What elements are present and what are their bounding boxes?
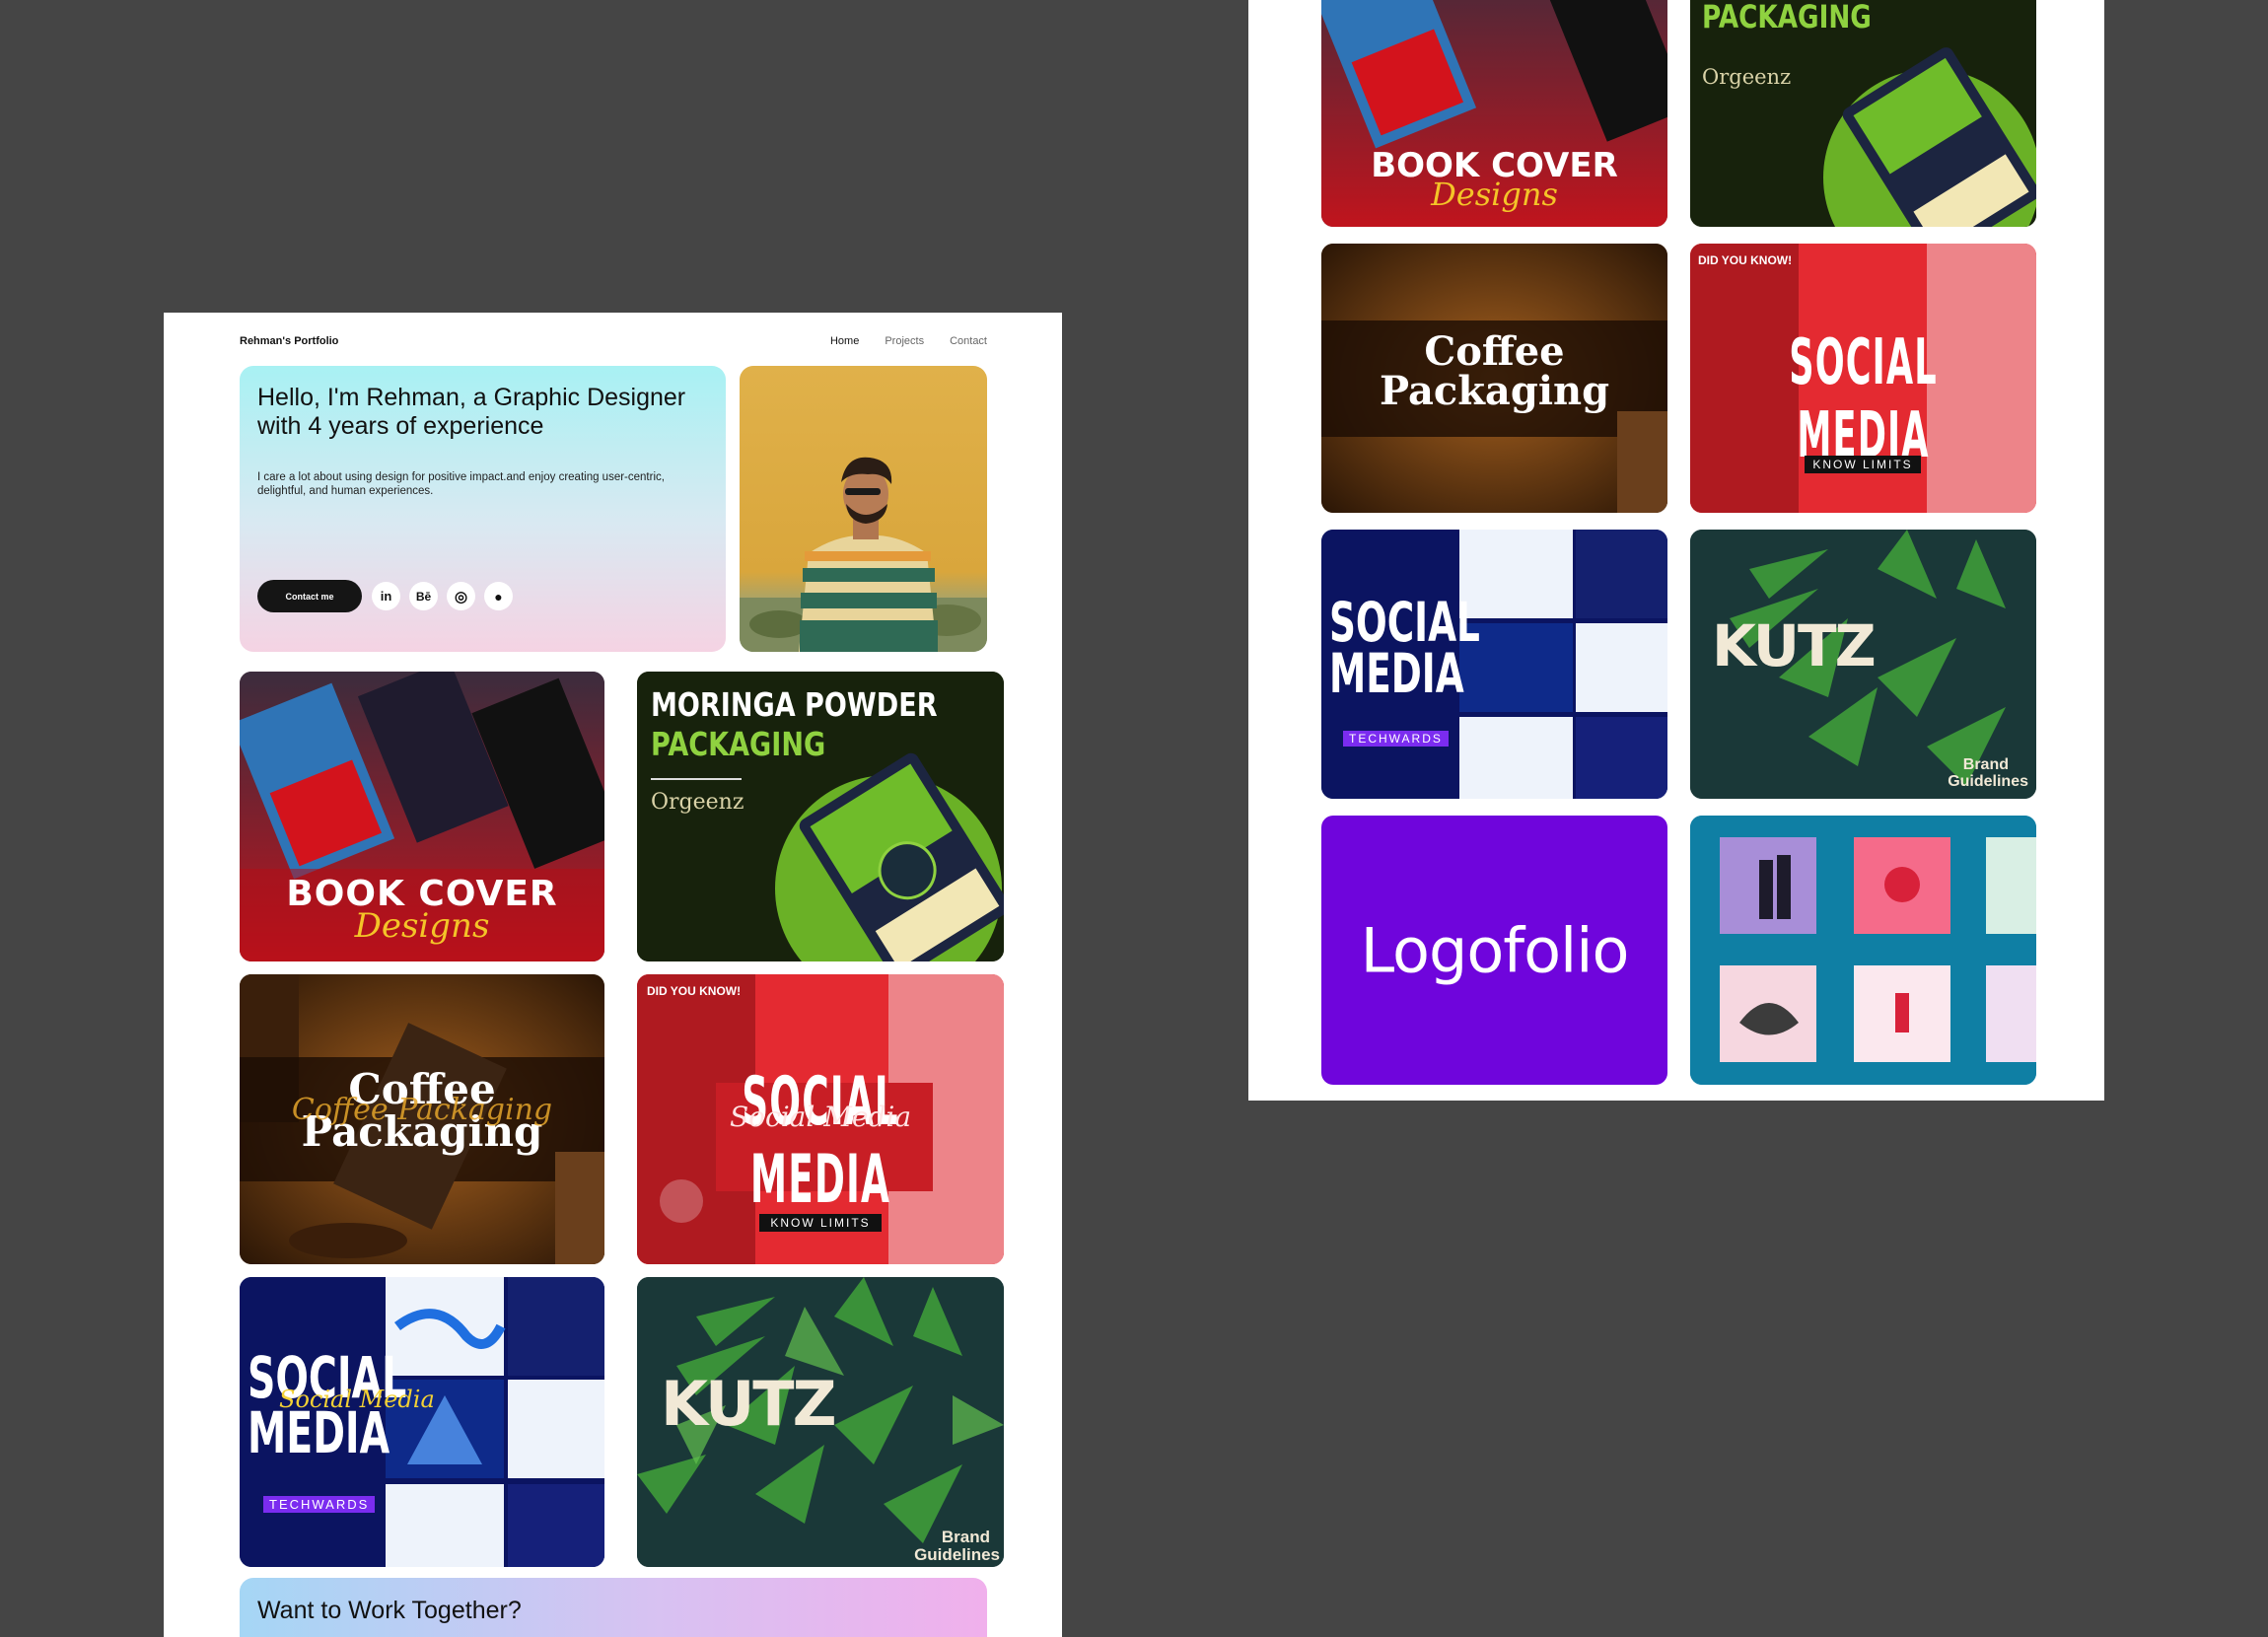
moringa-artwork bbox=[637, 672, 1004, 961]
social-media-title: SOCIAL MEDIA bbox=[742, 1063, 899, 1219]
techwards-artwork bbox=[240, 1277, 604, 1567]
kutz-caption-2: Guidelines bbox=[914, 1545, 1000, 1564]
kutz-artwork-right bbox=[1690, 530, 2036, 799]
nav-link-contact[interactable]: Contact bbox=[950, 335, 987, 347]
moringa-brand: Orgeenz bbox=[651, 790, 744, 815]
project-tile-kutz-right[interactable]: KUTZ Brand Guidelines bbox=[1690, 530, 2036, 799]
moringa-title: MORINGA POWDER bbox=[651, 685, 938, 724]
portfolio-page-main: Rehman's Portfolio Home Projects Contact… bbox=[164, 313, 1062, 1637]
behance-icon[interactable]: Bē bbox=[409, 582, 438, 610]
techwards-artwork-right bbox=[1321, 530, 1667, 799]
project-tile-techwards-right[interactable]: SOCIAL MEDIA TECHWARDS bbox=[1321, 530, 1667, 799]
coffee-script: Coffee Packaging bbox=[291, 1093, 553, 1127]
logofolio-label: Logofolio bbox=[1360, 914, 1630, 986]
kutz-logo-right: KUTZ bbox=[1712, 612, 1877, 679]
nav-link-projects[interactable]: Projects bbox=[885, 335, 925, 347]
project-tile-moringa-packaging[interactable]: MORINGA POWDER PACKAGING Orgeenz bbox=[637, 672, 1004, 961]
github-icon[interactable]: ● bbox=[484, 582, 513, 610]
book-cover-title: BOOK COVER bbox=[286, 874, 558, 914]
moringa-divider bbox=[651, 778, 742, 780]
book-cover-artwork-right bbox=[1321, 0, 1667, 227]
social-media-top-text-right: DID YOU KNOW! bbox=[1698, 253, 1793, 267]
portfolio-page-continued: BOOK COVER Designs PACKAGING Orgeenz Cof… bbox=[1248, 0, 2104, 1101]
social-media-tag: KNOW LIMITS bbox=[759, 1214, 882, 1232]
book-cover-subtitle-right: Designs bbox=[1431, 176, 1558, 213]
coffee-artwork bbox=[240, 974, 604, 1264]
moringa-subtitle: PACKAGING bbox=[651, 725, 826, 763]
project-tile-instagram-posts[interactable] bbox=[1690, 816, 2036, 1085]
social-media-artwork bbox=[637, 974, 1004, 1264]
hero-subtitle: I care a lot about using design for posi… bbox=[257, 471, 665, 497]
techwards-title-line1-right: SOCIAL bbox=[1329, 591, 1480, 654]
techwards-script: Social Media bbox=[279, 1386, 435, 1413]
project-tile-techwards-social[interactable]: SOCIAL MEDIA Social Media TECHWARDS bbox=[240, 1277, 604, 1567]
project-tile-coffee-right[interactable]: Coffee Packaging bbox=[1321, 244, 1667, 513]
project-tile-book-cover-right[interactable]: BOOK COVER Designs bbox=[1321, 0, 1667, 227]
kutz-caption-1-right: Brand bbox=[1962, 756, 2009, 773]
techwards-tag-right: TECHWARDS bbox=[1343, 731, 1449, 747]
techwards-tag: TECHWARDS bbox=[263, 1496, 376, 1513]
social-media-title-right: SOCIAL MEDIA bbox=[1789, 326, 1938, 472]
kutz-logo: KUTZ bbox=[661, 1368, 837, 1440]
project-tile-social-media[interactable]: DID YOU KNOW! SOCIAL MEDIA Social Media … bbox=[637, 974, 1004, 1264]
project-tile-kutz-brand[interactable]: KUTZ Brand Guidelines bbox=[637, 1277, 1004, 1567]
coffee-artwork-right bbox=[1321, 244, 1667, 513]
nav-links: Home Projects Contact bbox=[830, 335, 987, 347]
project-tile-social-media-right[interactable]: DID YOU KNOW! SOCIAL MEDIA KNOW LIMITS bbox=[1690, 244, 2036, 513]
project-tile-moringa-right[interactable]: PACKAGING Orgeenz bbox=[1690, 0, 2036, 227]
profile-photo bbox=[740, 366, 987, 652]
hero-title: Hello, I'm Rehman, a Graphic Designer wi… bbox=[257, 384, 686, 440]
techwards-title-line2-right: MEDIA bbox=[1329, 642, 1464, 705]
kutz-caption-2-right: Guidelines bbox=[1948, 773, 2028, 790]
project-tile-logofolio[interactable]: Logofolio bbox=[1321, 816, 1667, 1085]
instagram-icon[interactable]: ◎ bbox=[447, 582, 475, 610]
coffee-title-line1-right: Coffee bbox=[1424, 328, 1565, 375]
nav-link-home[interactable]: Home bbox=[829, 335, 860, 347]
techwards-title-line1: SOCIAL bbox=[248, 1344, 407, 1411]
book-cover-title-right: BOOK COVER bbox=[1371, 146, 1618, 185]
coffee-title-line1: Coffee bbox=[348, 1065, 496, 1113]
social-media-tag-right: KNOW LIMITS bbox=[1805, 456, 1921, 473]
social-media-top-text: DID YOU KNOW! bbox=[647, 984, 742, 998]
instagram-posts-artwork bbox=[1690, 816, 2036, 1085]
site-brand[interactable]: Rehman's Portfolio bbox=[240, 335, 339, 347]
moringa-artwork-right bbox=[1690, 0, 2036, 227]
book-cover-artwork bbox=[240, 672, 604, 961]
moringa-brand-right: Orgeenz bbox=[1702, 65, 1792, 89]
moringa-subtitle-right: PACKAGING bbox=[1702, 0, 1872, 36]
contact-me-button[interactable]: Contact me bbox=[257, 580, 362, 612]
kutz-artwork bbox=[637, 1277, 1004, 1567]
techwards-title-line2: MEDIA bbox=[248, 1399, 390, 1466]
hero-card: Hello, I'm Rehman, a Graphic Designer wi… bbox=[240, 366, 726, 652]
social-media-script: Social Media bbox=[729, 1101, 912, 1133]
hero-actions: Contact me in Bē ◎ ● bbox=[257, 580, 513, 612]
work-together-banner[interactable]: Want to Work Together? bbox=[240, 1578, 987, 1637]
project-tile-coffee-packaging[interactable]: Coffee Packaging Coffee Packaging bbox=[240, 974, 604, 1264]
project-tile-book-cover[interactable]: BOOK COVER Designs bbox=[240, 672, 604, 961]
top-nav: Rehman's Portfolio Home Projects Contact bbox=[240, 330, 987, 352]
coffee-title-line2: Packaging bbox=[301, 1107, 543, 1156]
cta-title: Want to Work Together? bbox=[257, 1597, 522, 1624]
linkedin-icon[interactable]: in bbox=[372, 582, 400, 610]
book-cover-subtitle: Designs bbox=[354, 906, 490, 946]
coffee-title-line2-right: Packaging bbox=[1379, 368, 1610, 414]
kutz-caption-1: Brand bbox=[941, 1528, 990, 1546]
